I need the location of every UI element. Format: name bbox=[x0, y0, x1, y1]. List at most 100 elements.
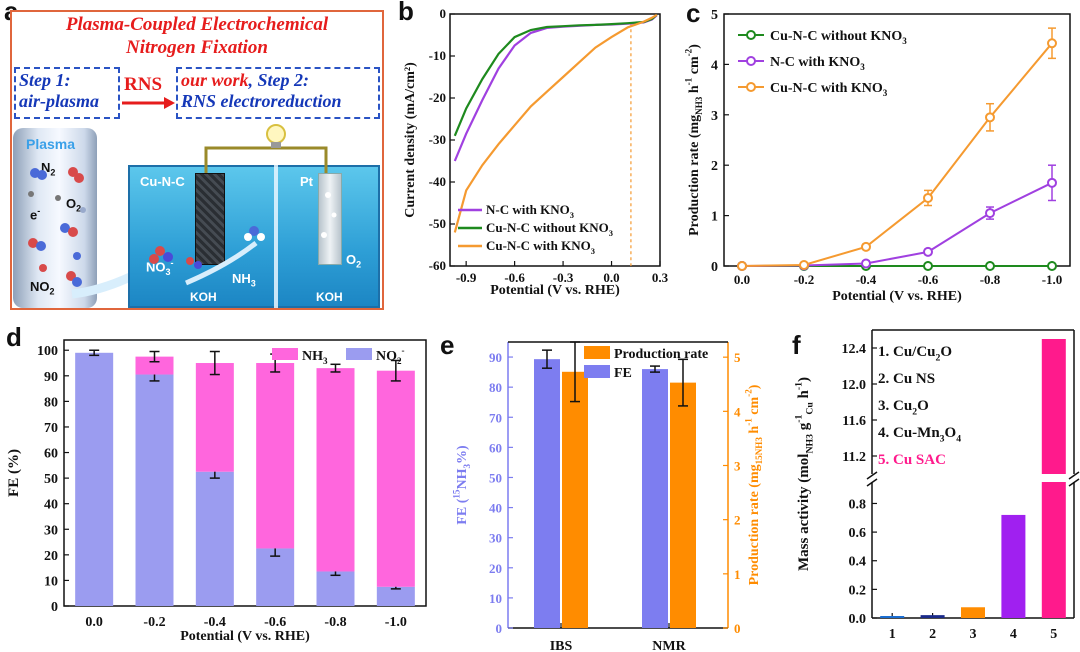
y-axis-label: FE (%) bbox=[6, 449, 22, 497]
y-tick-label-right: 3 bbox=[734, 459, 741, 474]
legend-entry: 5. Cu SAC bbox=[878, 452, 946, 468]
chart-f: 0.00.20.40.60.811.211.612.012.41 2 3 4 51. C… bbox=[793, 329, 1080, 642]
label-part: Cu bbox=[893, 398, 912, 414]
n2-text: N bbox=[41, 160, 51, 175]
x-tick-label: 2 bbox=[929, 627, 936, 642]
x-tick-label: -0.6 bbox=[504, 270, 525, 285]
x-tick-label: -1.0 bbox=[1042, 272, 1063, 287]
stacked-bar bbox=[195, 363, 234, 472]
label-part: Cu-N-C with KNO bbox=[770, 81, 883, 96]
x-axis-label: Potential (V vs. RHE) bbox=[180, 629, 310, 644]
title-line-1: Plasma-Coupled Electrochemical bbox=[65, 14, 329, 35]
y-tick-label: 1 bbox=[711, 210, 718, 225]
panel-letter-d: d bbox=[6, 322, 22, 352]
label-part: h bbox=[747, 426, 762, 438]
y-tick-label: 0.8 bbox=[849, 497, 867, 512]
label-part: 4. bbox=[878, 425, 893, 441]
legend-label: FE bbox=[614, 366, 632, 381]
y-tick-label: 90 bbox=[44, 370, 58, 385]
legend-label: Cu-N-C with KNO3​ bbox=[486, 238, 595, 256]
panel-a-title: Plasma-Coupled Electrochemical Nitrogen … bbox=[14, 13, 380, 59]
y-axis-label-right: Production rate (mg15NH3​ h-1​ cm-2​) bbox=[744, 384, 765, 585]
x-tick-label: -0.6 bbox=[264, 615, 286, 630]
label-part: 3. bbox=[878, 398, 893, 414]
electron-label: e- bbox=[30, 206, 40, 222]
rns-arrow-label: RNS bbox=[124, 74, 163, 95]
label-part: 3 bbox=[570, 210, 574, 220]
label-part: Cu-Mn bbox=[893, 425, 940, 441]
o2-right-sub: 2 bbox=[356, 259, 362, 270]
stacked-bar bbox=[135, 374, 174, 606]
koh-left-label: KOH bbox=[190, 290, 217, 304]
legend-label: NO2​-​ bbox=[376, 346, 405, 367]
nh3-text: NH bbox=[232, 271, 251, 286]
y-tick-label: 11.2 bbox=[842, 450, 866, 465]
o2-text: O bbox=[66, 196, 77, 211]
y-tick-label: 50 bbox=[44, 472, 58, 487]
data-point bbox=[985, 261, 995, 271]
label-part: 15NH3 bbox=[754, 437, 764, 465]
y-tick-label: 5 bbox=[711, 8, 718, 23]
legend-swatch bbox=[272, 348, 298, 360]
label-part: NH3 bbox=[694, 96, 704, 115]
data-point bbox=[923, 246, 933, 257]
y-tick-label: -20 bbox=[429, 90, 446, 105]
y-tick-label: 10 bbox=[44, 574, 58, 589]
x-tick-label: NMR bbox=[652, 639, 686, 652]
panel-letter-f: f bbox=[792, 330, 801, 360]
step2-our-work: our work bbox=[181, 70, 249, 90]
label-part: Cu/Cu bbox=[893, 344, 936, 360]
y-tick-label: -50 bbox=[429, 216, 446, 231]
legend-label: Cu-N-C without KNO3​ bbox=[770, 29, 907, 46]
label-part: cm bbox=[687, 56, 702, 78]
series-line bbox=[453, 14, 658, 162]
stacked-bar bbox=[75, 352, 114, 606]
label-part: Cu-N-C with KNO bbox=[486, 238, 591, 253]
plot-frame-c bbox=[723, 13, 1071, 267]
label-part: N-C with KNO bbox=[770, 55, 860, 70]
y-tick-label: 4 bbox=[711, 58, 718, 73]
fe-bar bbox=[642, 369, 668, 628]
label-part: 3 bbox=[902, 36, 907, 46]
y-tick-label-left: 50 bbox=[489, 470, 502, 485]
legend-swatch bbox=[584, 346, 610, 359]
y-tick-label: -60 bbox=[429, 258, 446, 273]
label-part: g bbox=[796, 422, 812, 434]
y-axis-label: Mass activity (molNH3​ g-1​Cu​ h-1​) bbox=[793, 377, 815, 571]
y-tick-label: 0.6 bbox=[849, 526, 867, 541]
x-tick-label: -0.4 bbox=[204, 615, 226, 630]
stacked-bar bbox=[376, 586, 415, 606]
x-tick-label: IBS bbox=[550, 639, 573, 652]
y-tick-label-right: 0 bbox=[734, 621, 741, 636]
plot-frame-d bbox=[63, 339, 427, 607]
axis-break-mark bbox=[1068, 471, 1080, 480]
step1-line-2: air-plasma bbox=[19, 91, 100, 111]
series-line bbox=[741, 42, 1053, 267]
y-tick-label: 0.0 bbox=[849, 612, 867, 627]
label-part: ) bbox=[796, 377, 812, 382]
label-part: %) bbox=[455, 445, 470, 464]
o2-label: O2 bbox=[66, 196, 81, 214]
stacked-bar bbox=[195, 471, 234, 606]
stacked-bar bbox=[316, 571, 355, 606]
cu-n-c-electrode bbox=[195, 173, 225, 265]
no3-text: NO bbox=[146, 259, 166, 275]
label-part: Cu-N-C without KNO bbox=[486, 220, 609, 235]
label-part: - bbox=[402, 346, 405, 356]
y-tick-label: 100 bbox=[37, 344, 58, 359]
no2-sub: 2 bbox=[49, 286, 55, 297]
label-part: -1 bbox=[793, 415, 804, 423]
y-axis-label: Production rate (mgNH3​ h-1​ cm-2​) bbox=[684, 44, 705, 236]
legend-label: NH3​ bbox=[302, 349, 328, 366]
y-tick-label-left: 10 bbox=[489, 591, 502, 606]
label-part: -1 bbox=[684, 77, 694, 85]
legend-entry: 3. Cu2​O bbox=[878, 398, 929, 418]
legend-label: Cu-N-C with KNO3​ bbox=[770, 81, 888, 98]
y-axis-label: Current density (mA/cm²) bbox=[403, 62, 418, 218]
label-part: ) bbox=[687, 44, 702, 49]
axis-break-mark bbox=[1068, 478, 1080, 487]
y-tick-label-right: 1 bbox=[734, 567, 741, 582]
label-part: 5. bbox=[878, 452, 893, 468]
y-tick-label: 0 bbox=[440, 6, 447, 21]
legend-marker bbox=[746, 30, 756, 40]
